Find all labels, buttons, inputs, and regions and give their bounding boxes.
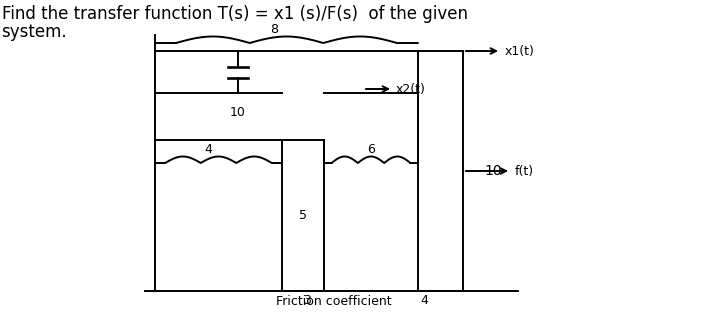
Text: 3: 3 [303, 294, 311, 307]
Text: Friction coefficient: Friction coefficient [276, 295, 392, 308]
Text: 10: 10 [230, 106, 246, 119]
Text: Find the transfer function T(s) = x1 (s)/F(s)  of the given: Find the transfer function T(s) = x1 (s)… [1, 5, 467, 23]
Text: 4: 4 [204, 143, 212, 156]
Text: 4: 4 [420, 294, 428, 307]
Text: system.: system. [1, 23, 67, 41]
Text: 5: 5 [299, 209, 307, 222]
Text: x1(t): x1(t) [505, 45, 535, 57]
Text: 10: 10 [484, 164, 502, 178]
Text: 8: 8 [271, 23, 279, 36]
Text: f(t): f(t) [515, 164, 534, 178]
Text: x2(t): x2(t) [396, 82, 426, 96]
Text: 6: 6 [367, 143, 375, 156]
